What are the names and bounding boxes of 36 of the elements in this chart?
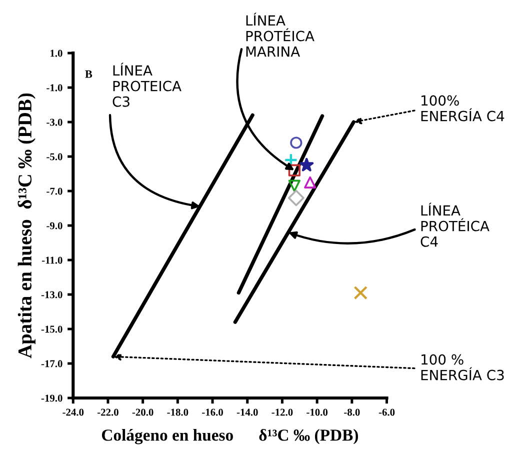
- y-tick-label: 1.0: [50, 50, 62, 57]
- y-tick-label: -13.0: [41, 291, 62, 298]
- point: [288, 190, 304, 206]
- point: [300, 158, 314, 172]
- x-tick-label: -14.0: [236, 408, 258, 416]
- point: [288, 164, 300, 176]
- annotation: 100% ENERGÍA C4: [421, 95, 504, 122]
- y-tick-label: -19.0: [41, 394, 62, 402]
- x-tick-label: -24.0: [62, 408, 84, 416]
- x-tick-label: -18.0: [167, 408, 188, 416]
- x-tick-label: -22.0: [98, 408, 118, 416]
- x-axis-title: Colágeno en hueso δ¹³C ‰ (PDB): [102, 428, 358, 444]
- x-tick-label: -10.0: [306, 408, 328, 416]
- annotation: LÍNEA PROTÉICA MARINA: [246, 12, 314, 57]
- y-tick-label: -5.0: [46, 153, 62, 160]
- y-tick-label: -11.0: [42, 256, 62, 264]
- x-tick-label: -20.0: [132, 408, 154, 416]
- y-tick-label: -3.0: [46, 118, 62, 126]
- point: [288, 180, 300, 192]
- annotation: LÍNEA PROTEICA C3: [112, 62, 182, 107]
- x-tick-label: -6.0: [378, 408, 395, 416]
- x-tick-label: -8.0: [344, 408, 360, 416]
- y-tick-label: -7.0: [46, 188, 62, 195]
- annotation: LÍNEA PROTÉICA C4: [420, 202, 490, 247]
- y-axis-title: Apatita en hueso δ¹³C ‰ (PDB): [18, 93, 36, 358]
- y-tick-label: -9.0: [46, 222, 62, 230]
- annotation: 100 % ENERGÍA C3: [421, 354, 504, 380]
- x-tick-label: -12.0: [272, 408, 293, 416]
- point: [290, 136, 302, 149]
- y-tick-label: -17.0: [41, 360, 62, 368]
- y-tick-label: -1.0: [46, 84, 62, 92]
- y-tick-label: -15.0: [41, 326, 62, 333]
- x-tick-label: -16.0: [202, 408, 223, 416]
- point: [354, 286, 368, 300]
- point: [304, 176, 316, 188]
- annotation: B: [85, 70, 92, 78]
